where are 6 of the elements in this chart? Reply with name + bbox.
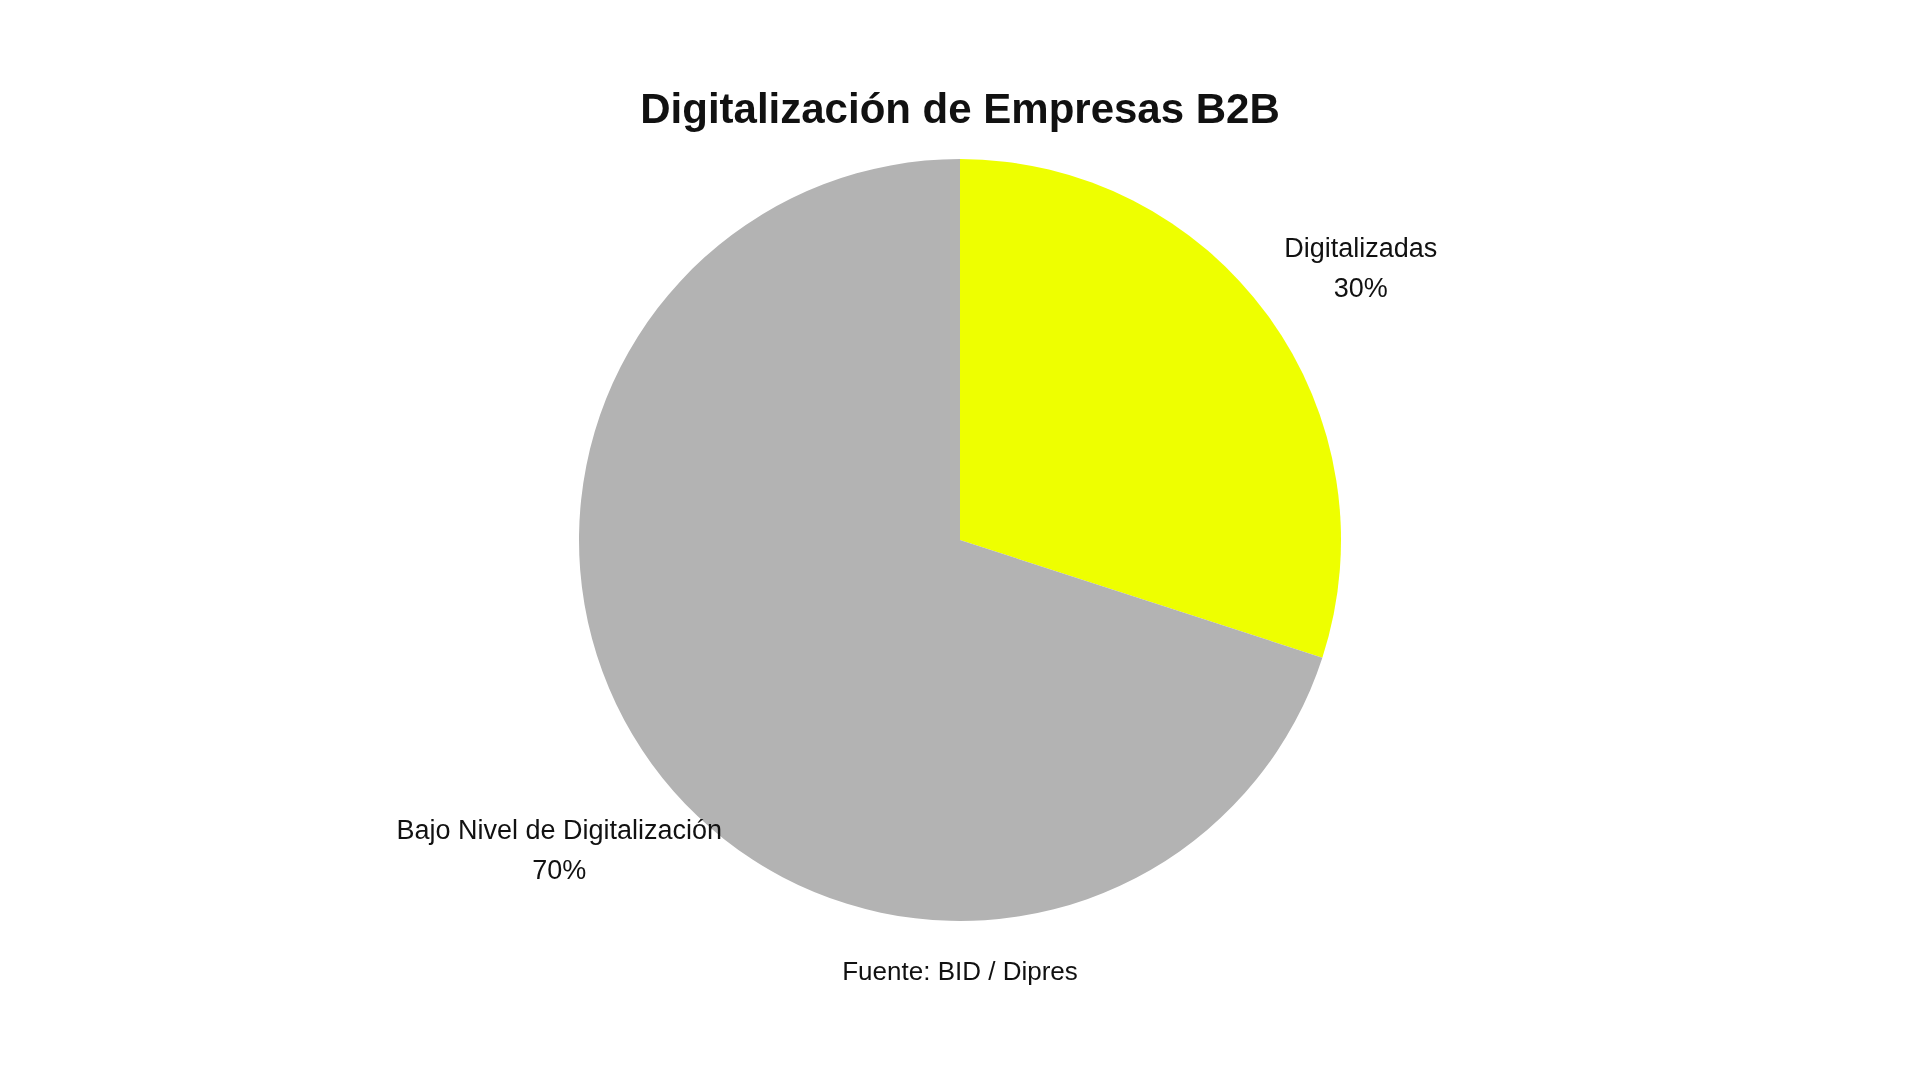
slice-label: Bajo Nivel de Digitalización bbox=[396, 815, 723, 846]
chart-title: Digitalización de Empresas B2B bbox=[640, 85, 1280, 132]
slice-label: Digitalizadas bbox=[1284, 232, 1438, 263]
data-label: 70% bbox=[532, 855, 587, 886]
source-note: Fuente: BID / Dipres bbox=[842, 956, 1078, 986]
data-label: 30% bbox=[1333, 272, 1388, 303]
